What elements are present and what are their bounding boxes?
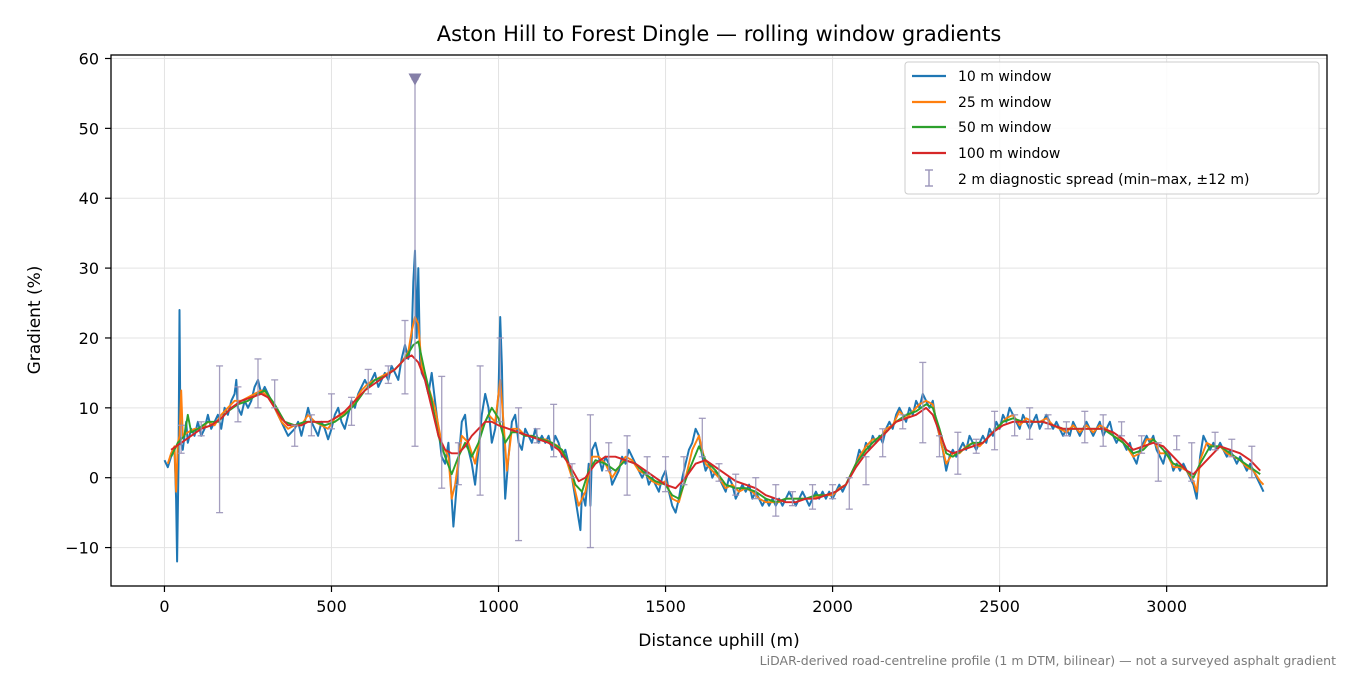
x-tick-label: 1000 bbox=[478, 597, 519, 616]
grid-lines bbox=[111, 55, 1327, 586]
legend: 10 m window 25 m window 50 m window 100 … bbox=[904, 61, 1320, 195]
error-bar bbox=[1099, 414, 1107, 447]
clipped-max-marker bbox=[408, 73, 422, 86]
error-bar bbox=[1118, 421, 1126, 437]
error-bar bbox=[899, 414, 907, 430]
error-bar bbox=[605, 442, 613, 472]
error-bar bbox=[568, 463, 576, 479]
error-bar bbox=[384, 365, 392, 385]
error-bar bbox=[586, 414, 594, 549]
x-tick-label: 2500 bbox=[979, 597, 1020, 616]
error-bar bbox=[1248, 445, 1256, 479]
error-bar bbox=[991, 410, 999, 451]
error-bar bbox=[845, 477, 853, 510]
error-bar bbox=[862, 456, 870, 486]
x-axis-label: Distance uphill (m) bbox=[638, 631, 799, 651]
series-layer bbox=[163, 249, 1265, 563]
y-tick-label: 60 bbox=[79, 49, 99, 68]
legend-box bbox=[904, 61, 1320, 195]
error-bar bbox=[177, 424, 185, 454]
error-bar bbox=[698, 417, 706, 458]
error-bar bbox=[1138, 435, 1146, 454]
error-bar bbox=[1044, 414, 1052, 430]
error-bar bbox=[680, 456, 688, 486]
error-bar bbox=[1154, 442, 1162, 482]
error-bar bbox=[972, 438, 980, 454]
error-bar-layer bbox=[177, 73, 1256, 549]
y-tick-label: 30 bbox=[79, 259, 99, 278]
error-bar bbox=[809, 484, 817, 510]
x-tick-label: 2000 bbox=[812, 597, 853, 616]
error-bar bbox=[533, 428, 541, 444]
error-bar bbox=[919, 361, 927, 444]
error-bar bbox=[216, 365, 224, 514]
legend-label-50m: 50 m window bbox=[958, 120, 1051, 136]
error-bar bbox=[438, 375, 446, 489]
error-bar bbox=[476, 365, 484, 496]
error-bar bbox=[327, 393, 335, 430]
error-bar bbox=[879, 428, 887, 458]
error-bar bbox=[829, 484, 837, 500]
x-axis-ticks: 0 500 1000 1500 2000 2500 3000 bbox=[159, 586, 1187, 616]
y-axis-ticks: −10 0 10 20 30 40 50 60 bbox=[65, 49, 111, 558]
y-tick-label: 10 bbox=[79, 399, 99, 418]
error-bar bbox=[1062, 421, 1070, 437]
error-bar bbox=[1081, 410, 1089, 444]
error-bar bbox=[732, 473, 740, 496]
error-bar bbox=[715, 463, 723, 482]
error-bar bbox=[1211, 431, 1219, 451]
error-bar bbox=[291, 424, 299, 447]
error-bar bbox=[1228, 438, 1236, 458]
error-bar bbox=[234, 386, 242, 423]
error-bar bbox=[788, 491, 796, 507]
error-bar bbox=[496, 337, 504, 423]
error-bar bbox=[662, 456, 670, 493]
error-bar bbox=[1188, 442, 1196, 482]
error-bar bbox=[623, 435, 631, 496]
error-bar bbox=[197, 421, 205, 437]
error-bar bbox=[772, 484, 780, 517]
x-tick-label: 1500 bbox=[645, 597, 686, 616]
error-bar bbox=[1026, 407, 1034, 440]
error-bar bbox=[954, 431, 962, 475]
error-bar bbox=[307, 414, 315, 437]
chart-title: Aston Hill to Forest Dingle — rolling wi… bbox=[437, 22, 1002, 46]
error-bar bbox=[254, 358, 262, 409]
y-tick-label: −10 bbox=[65, 539, 99, 558]
y-tick-label: 50 bbox=[79, 119, 99, 138]
x-tick-label: 0 bbox=[159, 597, 169, 616]
error-bar bbox=[752, 477, 760, 500]
error-bar bbox=[1011, 414, 1019, 437]
plot-area-frame bbox=[110, 54, 1328, 587]
y-tick-label: 20 bbox=[79, 329, 99, 348]
legend-label-errorbar: 2 m diagnostic spread (min–max, ±12 m) bbox=[958, 172, 1249, 188]
series-line-2 bbox=[166, 316, 1265, 507]
error-bar bbox=[1173, 435, 1181, 451]
error-bar bbox=[454, 442, 462, 486]
y-axis-label: Gradient (%) bbox=[25, 266, 45, 375]
y-tick-label: 40 bbox=[79, 189, 99, 208]
error-bar bbox=[364, 368, 372, 395]
footnote: LiDAR-derived road-centreline profile (1… bbox=[760, 653, 1336, 668]
error-bar bbox=[935, 435, 943, 458]
x-tick-label: 500 bbox=[316, 597, 347, 616]
legend-label-100m: 100 m window bbox=[958, 146, 1060, 162]
error-bar bbox=[643, 456, 651, 475]
error-bar bbox=[271, 379, 279, 409]
error-bar bbox=[401, 319, 409, 395]
error-bar bbox=[515, 407, 523, 542]
legend-label-10m: 10 m window bbox=[958, 69, 1051, 85]
legend-swatch-errorbar bbox=[925, 169, 933, 187]
x-tick-label: 3000 bbox=[1146, 597, 1187, 616]
series-line-4 bbox=[170, 354, 1261, 504]
legend-label-25m: 25 m window bbox=[958, 95, 1051, 111]
series-line-1 bbox=[163, 249, 1265, 563]
error-bar bbox=[348, 396, 356, 426]
error-bar bbox=[550, 403, 558, 458]
y-tick-label: 0 bbox=[89, 469, 99, 488]
